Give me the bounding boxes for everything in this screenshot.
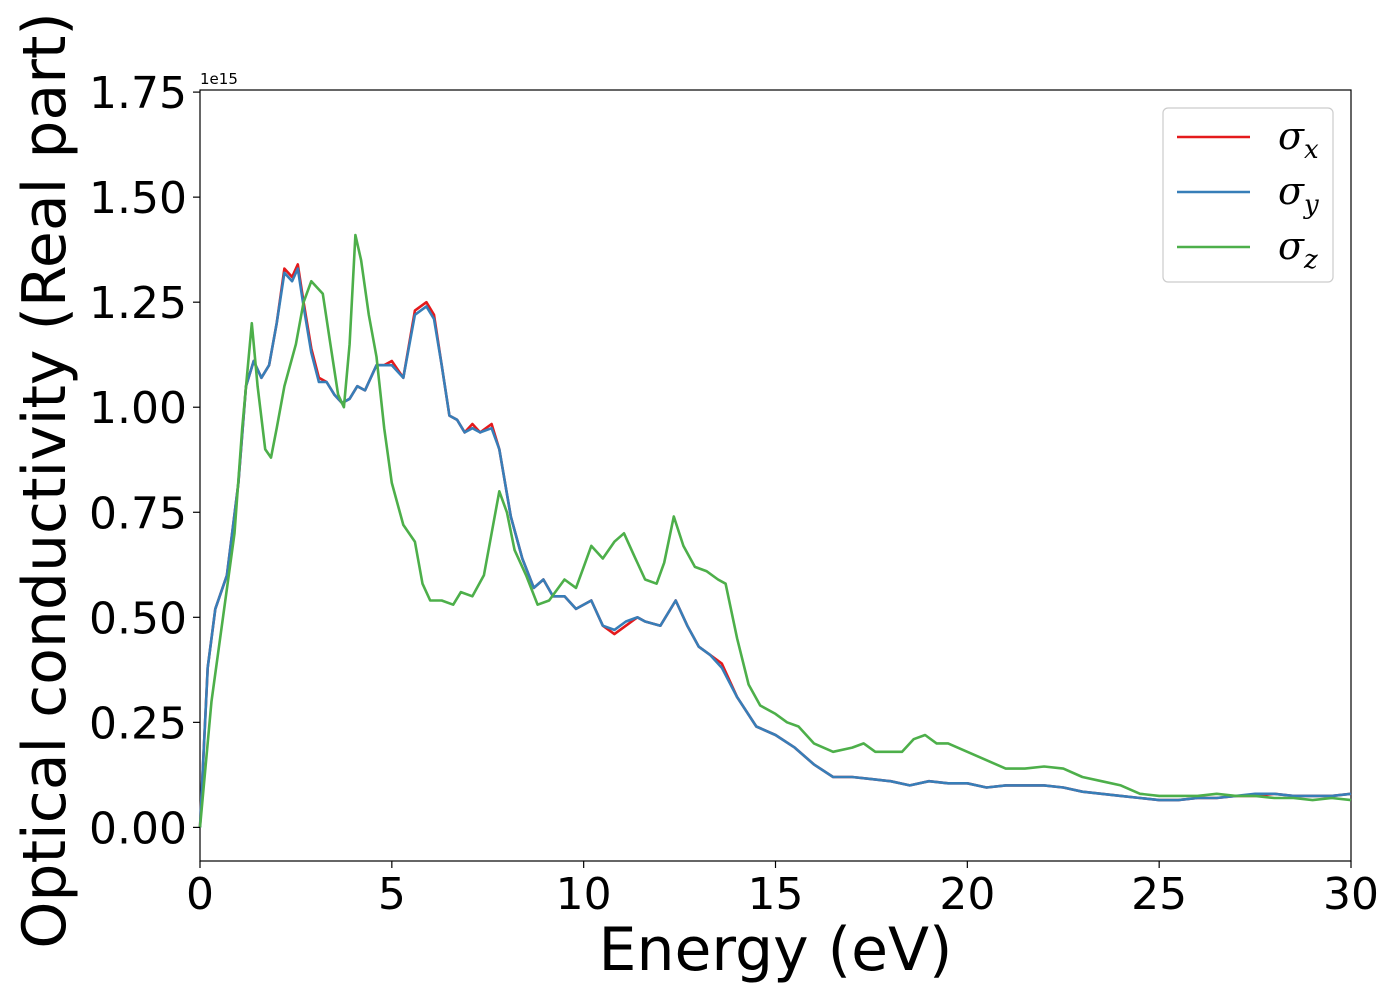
- legend-label-x: σx: [1278, 114, 1319, 165]
- y-tick-label: 0.75: [89, 488, 187, 539]
- y-offset-label: 1e15: [200, 70, 238, 88]
- y-tick-label: 1.25: [89, 278, 187, 329]
- series-line-y: [198, 267, 1352, 828]
- x-axis-title: Energy (eV): [599, 915, 953, 985]
- x-axis: 0 5 10 15 20 25 30: [186, 861, 1379, 920]
- series-layer: [198, 233, 1352, 828]
- y-tick-label: 0.50: [89, 593, 187, 644]
- y-tick-label: 1.75: [89, 68, 187, 119]
- x-tick-label: 0: [186, 869, 214, 920]
- legend-label-z: σz: [1278, 224, 1318, 275]
- x-tick-label: 20: [939, 869, 995, 920]
- y-axis-title: Optical conductivity (Real part): [10, 12, 80, 949]
- legend-label-y: σy: [1278, 169, 1319, 220]
- series-line-z: [198, 233, 1352, 828]
- legend-box: [1162, 107, 1334, 283]
- x-tick-label: 5: [378, 869, 406, 920]
- x-tick-label: 10: [556, 869, 612, 920]
- plot-area: [198, 89, 1352, 862]
- x-tick-label: 25: [1131, 869, 1187, 920]
- y-tick-label: 1.50: [89, 173, 187, 224]
- y-tick-label: 0.25: [89, 698, 187, 749]
- y-axis: 0.00 0.25 0.50 0.75 1.00 1.25 1.50 1.75: [89, 68, 200, 854]
- x-tick-label: 30: [1323, 869, 1379, 920]
- x-tick-label: 15: [748, 869, 804, 920]
- y-tick-label: 1.00: [89, 383, 187, 434]
- y-tick-label: 0.00: [89, 803, 187, 854]
